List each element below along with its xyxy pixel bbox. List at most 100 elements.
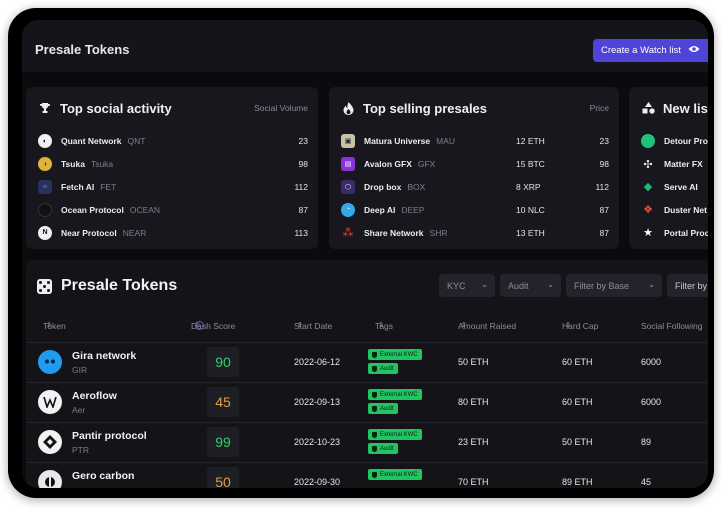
filter-label: Filter by bbox=[675, 280, 708, 291]
drop-box-icon: ⬡ bbox=[341, 179, 355, 194]
shield-icon bbox=[372, 431, 377, 438]
column-label: Price bbox=[589, 103, 609, 113]
start-date: 2022-09-13 bbox=[294, 397, 341, 407]
item-symbol: NEAR bbox=[122, 227, 147, 238]
hard-cap: 60 ETH bbox=[562, 397, 593, 407]
kyc-filter[interactable]: KYC ⌄ bbox=[439, 274, 495, 297]
amount-raised: 70 ETH bbox=[458, 477, 489, 487]
list-item[interactable]: ⬡ Drop box BOX 8 XRP 112 bbox=[341, 176, 609, 199]
detour-pro-icon bbox=[641, 134, 655, 149]
app-screen: Presale Tokens Create a Watch list Top s… bbox=[22, 20, 708, 488]
table-row[interactable]: Gero carbon 50 2022-09-30 External KWC 7… bbox=[26, 462, 708, 488]
more-filter[interactable]: Filter by bbox=[667, 274, 708, 297]
start-date: 2022-10-23 bbox=[294, 437, 341, 447]
divider bbox=[26, 342, 708, 343]
item-name: Deep AI bbox=[364, 204, 396, 215]
tsuka-icon: ◑ bbox=[38, 157, 52, 172]
list-item[interactable]: Ocean Protocol OCEAN 87 bbox=[38, 198, 308, 221]
chevron-down-icon: ⌄ bbox=[481, 280, 488, 289]
item-amount: 10 NLC bbox=[516, 204, 545, 215]
list-item[interactable]: ▣ Matura Universe MAU 12 ETH 23 bbox=[341, 130, 609, 153]
item-amount: 12 ETH bbox=[516, 136, 545, 147]
audit-filter[interactable]: Audit ⌄ bbox=[500, 274, 561, 297]
item-name: Detour Pro bbox=[664, 136, 708, 147]
tag-external-kwc: External KWC bbox=[368, 429, 422, 440]
item-amount: 15 BTC bbox=[516, 159, 545, 170]
list-item[interactable]: ◆ Serve AI bbox=[641, 176, 708, 199]
item-value: 87 bbox=[599, 204, 609, 215]
amount-raised: 80 ETH bbox=[458, 397, 489, 407]
filter-label: Audit bbox=[508, 280, 529, 291]
list-item[interactable]: ◐ Quant Network QNT 23 bbox=[38, 130, 308, 153]
table-row[interactable]: Gira network GIR 90 2022-06-12 External … bbox=[26, 342, 708, 382]
item-name: Tsuka bbox=[61, 159, 85, 170]
serve-ai-icon: ◆ bbox=[643, 181, 653, 194]
ocean-protocol-icon bbox=[38, 202, 52, 217]
list-item[interactable]: ✣ Matter FX bbox=[641, 153, 708, 176]
token-name[interactable]: Aeroflow bbox=[72, 390, 117, 402]
item-symbol: Tsuka bbox=[90, 159, 114, 170]
table-row[interactable]: Aeroflow Aer 45 2022-09-13 External KWC … bbox=[26, 382, 708, 422]
table-header: Token ⇕ Dash Score ⇕ i Start Date ⇕ Tags ⇕ Am… bbox=[43, 321, 703, 331]
list-item[interactable]: Detour Pro bbox=[641, 130, 708, 153]
item-symbol: MAU bbox=[436, 136, 456, 147]
item-symbol: GFX bbox=[417, 159, 436, 170]
item-value: 98 bbox=[298, 159, 308, 170]
column-label: Social Volume bbox=[254, 103, 308, 113]
item-value: 23 bbox=[298, 136, 308, 147]
list-item[interactable]: ⁂ Share Network SHR 13 ETH 87 bbox=[341, 221, 610, 244]
social-following: 6000 bbox=[641, 397, 662, 407]
item-symbol: FET bbox=[100, 181, 117, 192]
item-name: Portal Proc bbox=[664, 227, 708, 238]
pantir-protocol-logo bbox=[38, 430, 62, 454]
table-row[interactable]: Pantir protocol PTR 99 2022-10-23 Extern… bbox=[26, 422, 708, 462]
new-listings-list: Detour Pro ✣ Matter FX ◆ Serve AI ❖ Dust… bbox=[641, 130, 708, 244]
base-filter[interactable]: Filter by Base ⌄ bbox=[566, 274, 662, 297]
dash-score: 50 bbox=[207, 467, 239, 488]
device-frame: Presale Tokens Create a Watch list Top s… bbox=[8, 8, 714, 498]
card-title: Top social activity bbox=[60, 100, 172, 116]
list-item[interactable]: ◑ Tsuka Tsuka 98 bbox=[38, 153, 308, 176]
item-name: Avalon GFX bbox=[364, 159, 412, 170]
list-item[interactable]: ❖ Duster Net bbox=[641, 198, 708, 221]
social-following: 45 bbox=[641, 477, 652, 487]
divider bbox=[26, 422, 708, 423]
matura-universe-icon: ▣ bbox=[341, 134, 355, 149]
item-symbol: SHR bbox=[429, 227, 448, 238]
filter-label: KYC bbox=[447, 280, 466, 291]
item-symbol: BOX bbox=[407, 181, 426, 192]
list-item[interactable]: ◔ Deep AI DEEP 10 NLC 87 bbox=[341, 198, 609, 221]
section-title: Presale Tokens bbox=[61, 277, 178, 294]
amount-raised: 23 ETH bbox=[458, 437, 489, 447]
hard-cap: 60 ETH bbox=[562, 357, 593, 367]
info-icon[interactable]: i bbox=[195, 321, 204, 330]
page-title: Presale Tokens bbox=[35, 42, 130, 57]
start-date: 2022-09-30 bbox=[294, 477, 341, 487]
item-symbol: OCEAN bbox=[129, 204, 161, 215]
shield-icon bbox=[372, 445, 377, 452]
item-value: 113 bbox=[294, 227, 308, 238]
list-item[interactable]: ▤ Avalon GFX GFX 15 BTC 98 bbox=[341, 153, 609, 176]
list-item[interactable]: N Near Protocol NEAR 113 bbox=[38, 221, 308, 244]
token-name[interactable]: Pantir protocol bbox=[72, 430, 147, 442]
list-item[interactable]: ⁘ Fetch AI FET 112 bbox=[38, 176, 308, 199]
social-following: 6000 bbox=[641, 357, 662, 367]
matter-fx-icon: ✣ bbox=[643, 158, 653, 171]
eye-icon bbox=[688, 45, 700, 56]
item-value: 87 bbox=[298, 204, 308, 215]
deep-ai-icon: ◔ bbox=[341, 202, 355, 217]
token-name[interactable]: Gira network bbox=[72, 350, 137, 362]
dice-icon bbox=[37, 279, 52, 294]
list-item[interactable]: ★ Portal Proc bbox=[641, 221, 708, 244]
portal-protocol-icon: ★ bbox=[643, 227, 653, 240]
duster-net-icon: ❖ bbox=[643, 204, 653, 217]
token-symbol: GIR bbox=[72, 365, 88, 375]
item-symbol: DEEP bbox=[401, 204, 425, 215]
divider bbox=[26, 462, 708, 463]
token-name[interactable]: Gero carbon bbox=[72, 470, 135, 482]
near-protocol-icon: N bbox=[38, 225, 52, 240]
card-title: Top selling presales bbox=[363, 100, 488, 116]
top-selling-presales-card: Top selling presales Price ▣ Matura Univ… bbox=[329, 87, 619, 249]
create-watchlist-button[interactable]: Create a Watch list bbox=[593, 39, 708, 62]
hard-cap: 50 ETH bbox=[562, 437, 593, 447]
